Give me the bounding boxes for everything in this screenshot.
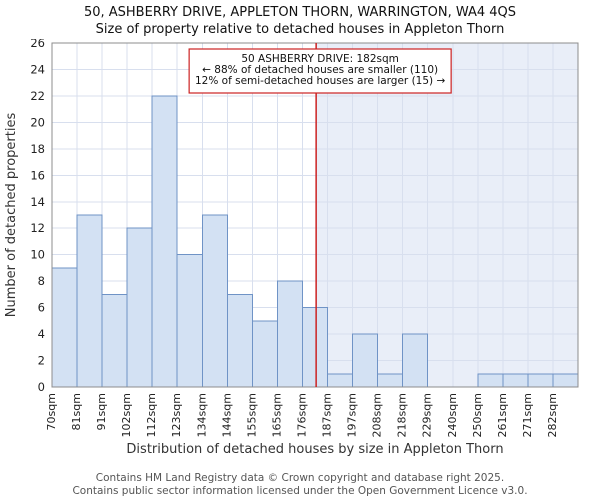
x-tick-label: 271sqm <box>521 393 534 437</box>
x-tick-label: 112sqm <box>145 393 158 437</box>
y-tick-label: 18 <box>30 142 45 156</box>
histogram-bar <box>276 280 303 388</box>
histogram-bar <box>101 293 128 388</box>
annotation-line: 12% of semi-detached houses are larger (… <box>195 75 446 87</box>
y-tick-label: 2 <box>38 353 45 367</box>
histogram-bar <box>176 253 203 388</box>
x-tick-label: 134sqm <box>195 393 208 437</box>
y-tick-label: 24 <box>30 62 45 76</box>
histogram-bar <box>251 320 278 388</box>
histogram-bar <box>352 333 379 388</box>
y-tick-label: 4 <box>38 327 45 341</box>
histogram-bar <box>377 373 404 388</box>
x-tick-label: 70sqm <box>45 393 58 430</box>
x-tick-label: 208sqm <box>371 393 384 437</box>
x-tick-label: 240sqm <box>446 393 459 437</box>
y-tick-label: 22 <box>30 89 45 103</box>
histogram-bar <box>502 373 529 388</box>
y-tick-label: 0 <box>38 380 45 394</box>
y-tick-label: 10 <box>30 247 45 261</box>
y-axis-label: Number of detached properties <box>4 112 19 317</box>
footer: Contains HM Land Registry data © Crown c… <box>0 472 600 498</box>
histogram-bar <box>51 267 78 388</box>
x-tick-label: 176sqm <box>295 393 308 437</box>
x-tick-label: 250sqm <box>471 393 484 437</box>
y-tick-label: 26 <box>30 39 45 50</box>
x-tick-label: 261sqm <box>496 393 509 437</box>
footer-line2: Contains public sector information licen… <box>72 484 528 497</box>
marker-shade-region <box>316 42 578 387</box>
x-tick-label: 144sqm <box>220 393 233 437</box>
x-tick-label: 165sqm <box>270 393 283 437</box>
x-tick-label: 197sqm <box>346 393 359 437</box>
histogram-bar <box>126 227 153 388</box>
plot-border <box>51 42 579 388</box>
histogram-bar <box>477 373 504 388</box>
x-tick-label: 91sqm <box>95 393 108 430</box>
chart-title: 50, ASHBERRY DRIVE, APPLETON THORN, WARR… <box>83 5 517 20</box>
x-tick-label: 123sqm <box>170 393 183 437</box>
histogram-bar <box>402 333 429 388</box>
histogram-bar <box>151 95 178 388</box>
x-tick-label: 102sqm <box>120 393 133 437</box>
footer-line1: Contains HM Land Registry data © Crown c… <box>95 471 505 484</box>
y-tick-label: 6 <box>38 300 45 314</box>
x-tick-label: 218sqm <box>396 393 409 437</box>
chart-subtitle: Size of property relative to detached ho… <box>95 21 505 37</box>
histogram-bar <box>301 306 329 388</box>
annotation-box <box>188 48 452 94</box>
x-axis-label: Distribution of detached houses by size … <box>126 442 503 457</box>
histogram-bar <box>552 373 579 388</box>
x-tick-label: 229sqm <box>421 393 434 437</box>
histogram-bar <box>226 293 253 388</box>
y-tick-label: 8 <box>38 274 45 288</box>
y-tick-label: 14 <box>30 195 45 209</box>
y-tick-label: 16 <box>30 168 45 182</box>
x-tick-label: 282sqm <box>546 393 559 437</box>
chart-header: 50, ASHBERRY DRIVE, APPLETON THORN, WARR… <box>0 0 600 39</box>
y-tick-label: 20 <box>30 115 45 129</box>
histogram-bar <box>201 214 228 388</box>
y-tick-label: 12 <box>30 221 45 235</box>
x-tick-label: 187sqm <box>321 393 334 437</box>
histogram-bar <box>527 373 554 388</box>
x-tick-label: 155sqm <box>245 393 258 437</box>
annotation-line: ← 88% of detached houses are smaller (11… <box>202 64 438 76</box>
x-tick-label: 81sqm <box>70 393 83 430</box>
histogram-bar <box>76 214 103 388</box>
histogram-bar <box>327 373 354 388</box>
annotation-line: 50 ASHBERRY DRIVE: 182sqm <box>241 53 399 65</box>
